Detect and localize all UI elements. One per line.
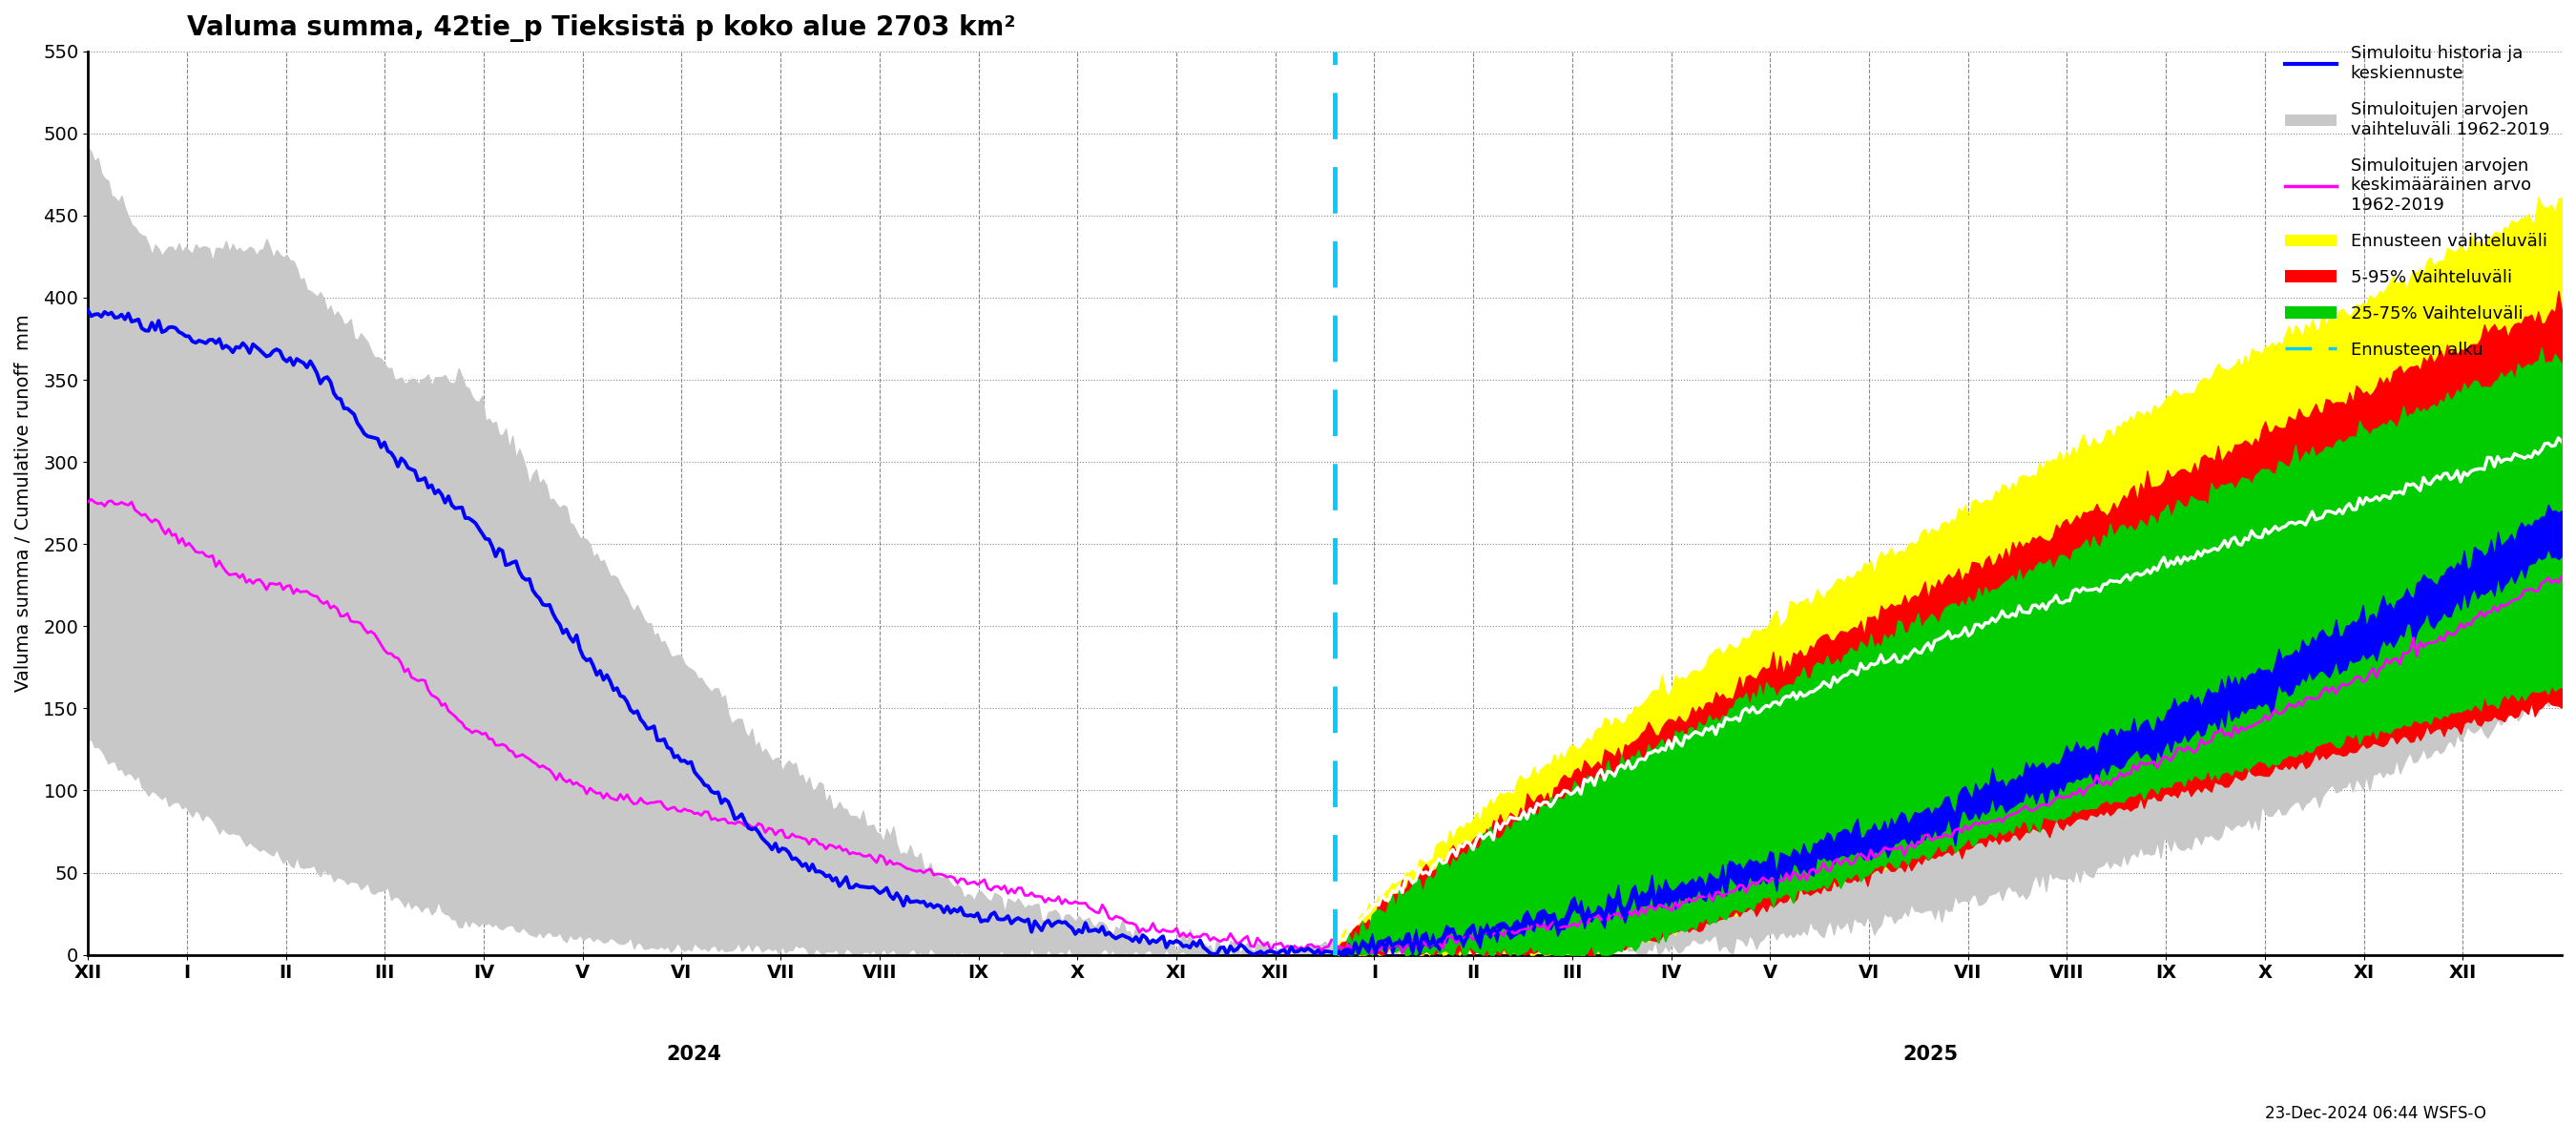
Text: 2024: 2024 — [667, 1045, 721, 1064]
Text: 2025: 2025 — [1904, 1045, 1958, 1064]
Y-axis label: Valuma summa / Cumulative runoff  mm: Valuma summa / Cumulative runoff mm — [15, 314, 33, 692]
Text: Valuma summa, 42tie_p Tieksistä p koko alue 2703 km²: Valuma summa, 42tie_p Tieksistä p koko a… — [188, 14, 1015, 42]
Legend: Simuloitu historia ja
keskiennuste, Simuloitujen arvojen
vaihteluväli 1962-2019,: Simuloitu historia ja keskiennuste, Simu… — [2277, 38, 2555, 365]
Text: 23-Dec-2024 06:44 WSFS-O: 23-Dec-2024 06:44 WSFS-O — [2264, 1105, 2486, 1122]
